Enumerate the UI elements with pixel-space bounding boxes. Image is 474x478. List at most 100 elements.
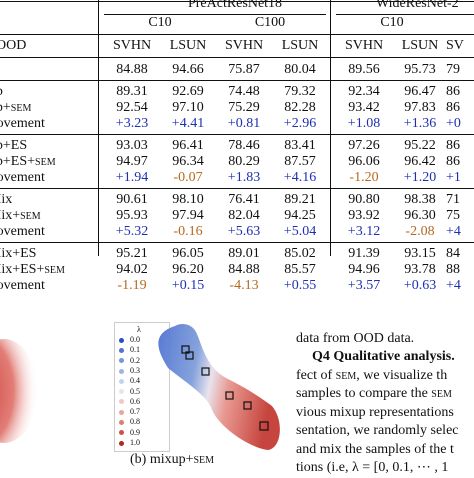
body-line: tions (i.e, λ = [0, 0.1, ⋯ , 1 [296, 460, 449, 475]
row-label: nprovement [0, 116, 45, 131]
table-cell: 96.42 [404, 154, 436, 169]
table-cell: 97.94 [172, 208, 204, 223]
table-cell: 78.46 [228, 138, 260, 153]
group-header-preactresnet18: PreActResNet18 [187, 0, 283, 11]
group-rule [0, 134, 474, 135]
legend-label: 1.0 [130, 438, 140, 447]
tsne-scatter-left [0, 339, 38, 443]
table-cell: -2.08 [405, 224, 435, 239]
legend-swatch-icon [119, 440, 124, 446]
sub-header-c10-b: C10 [380, 15, 404, 30]
column-divider-1 [98, 0, 99, 256]
table-cell: 89.01 [228, 246, 260, 261]
table-cell: +5.32 [115, 224, 149, 239]
legend-label: 0.9 [130, 427, 140, 437]
table-cell: +1.20 [403, 170, 437, 185]
legend-item: 0.8 [119, 418, 140, 426]
legend-title: λ [137, 325, 141, 334]
table-cell: 96.41 [172, 138, 204, 153]
legend-label: 0.6 [130, 396, 140, 406]
table-cell: 89.31 [116, 84, 148, 99]
table-cell: +4.16 [283, 170, 317, 185]
legend-item: 0.7 [119, 408, 140, 416]
table-cell: +0.63 [403, 278, 437, 293]
legend-label: 0.2 [130, 355, 140, 365]
row-label: utMix [0, 192, 13, 207]
table-cell: 93.78 [404, 262, 436, 277]
table-cell: 87.57 [284, 154, 316, 169]
group-header-wideresnet: WideResNet-2 [376, 0, 459, 11]
table-cell: +1 [446, 170, 461, 185]
table-cell: 93.42 [348, 100, 380, 115]
legend-swatch-icon [119, 389, 124, 395]
legend-swatch-icon [119, 399, 124, 405]
table-cell: +3.12 [347, 224, 381, 239]
table-cell: 84.88 [228, 262, 260, 277]
table-cell: 84 [446, 246, 460, 261]
table-cell: +3.57 [347, 278, 381, 293]
table-cell: -1.19 [117, 278, 147, 293]
table-cell: +4 [446, 278, 461, 293]
table-cell: 97.26 [348, 138, 380, 153]
table-cell: 96.30 [404, 208, 436, 223]
legend-label: 0.0 [130, 335, 140, 344]
legend-item: 0.4 [119, 377, 140, 385]
table-cell: 80.29 [228, 154, 260, 169]
legend-swatch-icon [119, 378, 124, 384]
results-table: PreActResNet18 WideResNet-2 C10 C100 C10… [0, 0, 474, 293]
table-cell: 95.21 [116, 246, 148, 261]
sub-header-c100: C100 [254, 15, 286, 30]
table-cell: 84.88 [116, 62, 148, 77]
row-label: ixup+ES [0, 138, 28, 153]
table-cell: 92.69 [172, 84, 204, 99]
table-cell: 75.87 [228, 62, 260, 77]
table-cell: 75.29 [228, 100, 260, 115]
row-label: utMix+ES [0, 246, 37, 261]
table-cell: 75 [446, 208, 460, 223]
legend-swatch-icon [119, 347, 124, 353]
table-cell: 95.93 [116, 208, 148, 223]
column-divider-2 [330, 0, 331, 256]
body-line-q4: Q4 Qualitative analysis. [312, 348, 455, 367]
row-label: ixup+sem [0, 100, 32, 115]
legend-label: 0.5 [130, 386, 140, 396]
legend-swatch-icon [119, 337, 124, 343]
legend-item: 0.6 [119, 396, 140, 406]
table-cell: 94.96 [348, 262, 380, 277]
legend-item: 0.1 [119, 346, 140, 354]
group-rule-left [104, 14, 326, 15]
body-line: fect of sem, we visualize th [296, 368, 448, 383]
legend-label: 0.7 [130, 407, 140, 417]
table-cell: +4 [446, 224, 461, 239]
table-cell: 76.41 [228, 192, 260, 207]
body-line: data from OOD data. [296, 331, 415, 346]
legend-swatch-icon [119, 420, 124, 426]
table-cell: +5.04 [283, 224, 317, 239]
row-label: ixup [0, 84, 3, 100]
row-label: ixup+ES+sem [0, 154, 56, 169]
col-label-ood: OOD [0, 38, 27, 53]
table-cell: 96.47 [404, 84, 436, 99]
table-cell: 86 [446, 138, 460, 153]
legend-label: 0.8 [130, 417, 140, 427]
table-cell: 94.02 [116, 262, 148, 277]
table-cell: 80.04 [284, 62, 316, 77]
table-cell: 98.10 [172, 192, 204, 207]
sub-header-c10-a: C10 [148, 15, 172, 30]
body-line: vious mixup representations [296, 405, 454, 420]
legend-label: 0.4 [130, 376, 140, 386]
header-top-rule [0, 34, 474, 35]
annotation-boxes [181, 345, 269, 431]
table-cell: 95.22 [404, 138, 436, 153]
table-cell: 95.73 [404, 62, 436, 77]
table-cell: 91.39 [348, 246, 380, 261]
table-cell: +1.08 [347, 116, 381, 131]
table-cell: 79 [446, 62, 460, 77]
column-header: SV [446, 38, 464, 53]
tsne-figure: λ 0.0 0.1 0.2 0.3 0.4 0.5 0.6 0.7 0.8 0.9 1.0 (b) … [0, 320, 290, 474]
table-cell: 82.04 [228, 208, 260, 223]
group-rule [0, 188, 474, 189]
legend-item: 0.2 [119, 355, 140, 365]
body-line: sentation, we randomly selec [296, 423, 459, 438]
table-cell: -0.16 [173, 224, 203, 239]
